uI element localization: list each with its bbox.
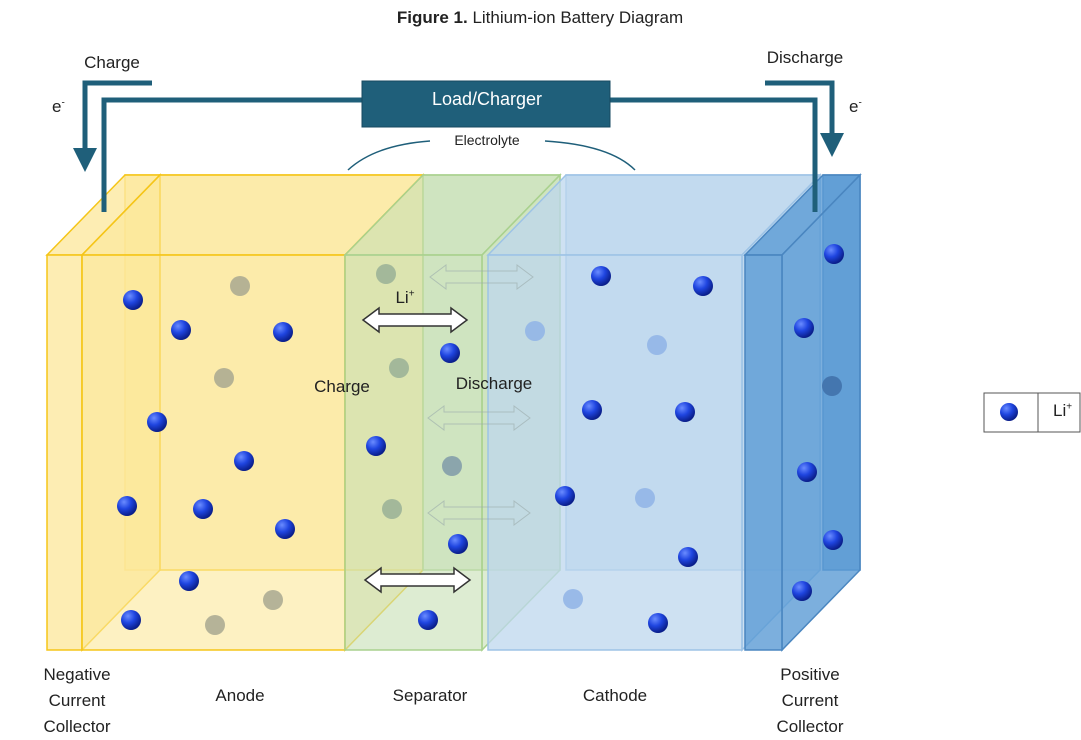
discharge-label: Discharge bbox=[767, 48, 844, 68]
lithium-ion bbox=[193, 499, 213, 519]
faded-ion bbox=[205, 615, 225, 635]
faded-ion bbox=[376, 264, 396, 284]
faded-ion bbox=[822, 376, 842, 396]
lithium-ion bbox=[648, 613, 668, 633]
lithium-ion bbox=[179, 571, 199, 591]
lithium-ion bbox=[824, 244, 844, 264]
diagram bbox=[0, 0, 1081, 740]
faded-ion bbox=[382, 499, 402, 519]
load-label: Load/Charger bbox=[432, 89, 542, 110]
lithium-ion bbox=[418, 610, 438, 630]
layer-label: Cathode bbox=[583, 683, 647, 709]
lithium-ion bbox=[582, 400, 602, 420]
page: Figure 1. Lithium-ion Battery Diagram Lo… bbox=[0, 0, 1081, 740]
electron-label: e- bbox=[849, 97, 862, 117]
electrolyte-label: Electrolyte bbox=[454, 132, 519, 148]
title-prefix: Figure 1. bbox=[397, 8, 468, 27]
faded-ion bbox=[263, 590, 283, 610]
faded-ion bbox=[214, 368, 234, 388]
title-text: Lithium-ion Battery Diagram bbox=[472, 8, 683, 27]
lithium-ion bbox=[117, 496, 137, 516]
lithium-ion bbox=[823, 530, 843, 550]
lithium-ion bbox=[121, 610, 141, 630]
lithium-ion bbox=[234, 451, 254, 471]
faded-ion bbox=[635, 488, 655, 508]
lithium-ion bbox=[792, 581, 812, 601]
lithium-ion bbox=[591, 266, 611, 286]
electrolyte-arc bbox=[348, 141, 430, 170]
layer-label: Positive Current Collector bbox=[765, 662, 855, 740]
title: Figure 1. Lithium-ion Battery Diagram bbox=[397, 8, 683, 28]
layer-front bbox=[488, 255, 742, 650]
lithium-ion bbox=[366, 436, 386, 456]
lithium-ion bbox=[273, 322, 293, 342]
electron-label: e- bbox=[52, 97, 65, 117]
lithium-ion bbox=[678, 547, 698, 567]
ion-base: Li bbox=[395, 288, 408, 307]
lithium-ion bbox=[171, 320, 191, 340]
legend-ion bbox=[1000, 403, 1018, 421]
charge-arrow bbox=[85, 83, 152, 150]
faded-ion bbox=[647, 335, 667, 355]
faded-ion bbox=[230, 276, 250, 296]
legend-sup: + bbox=[1066, 401, 1072, 412]
lithium-ion bbox=[275, 519, 295, 539]
layer-side bbox=[782, 175, 860, 650]
lithium-ion bbox=[794, 318, 814, 338]
charge-label: Charge bbox=[84, 53, 140, 73]
electron-sup: - bbox=[61, 97, 64, 108]
charge-direction: Charge bbox=[314, 377, 370, 397]
legend-label: Li+ bbox=[1053, 401, 1072, 421]
legend-base: Li bbox=[1053, 401, 1066, 420]
faded-ion bbox=[525, 321, 545, 341]
layer-front bbox=[82, 255, 345, 650]
ion-sup: + bbox=[409, 288, 415, 299]
electron-sup: - bbox=[858, 97, 861, 108]
faded-ion bbox=[442, 456, 462, 476]
discharge-direction: Discharge bbox=[456, 374, 533, 394]
lithium-ion bbox=[555, 486, 575, 506]
lithium-ion bbox=[440, 343, 460, 363]
lithium-ion bbox=[147, 412, 167, 432]
layer-label: Anode bbox=[215, 683, 264, 709]
layer-front bbox=[745, 255, 782, 650]
layer-label: Separator bbox=[393, 683, 468, 709]
lithium-ion bbox=[675, 402, 695, 422]
arrow-head bbox=[820, 133, 844, 157]
layer-front bbox=[47, 255, 82, 650]
discharge-arrow bbox=[765, 83, 832, 135]
lithium-ion bbox=[797, 462, 817, 482]
lithium-ion bbox=[693, 276, 713, 296]
lithium-ion bbox=[123, 290, 143, 310]
layer-label: Negative Current Collector bbox=[32, 662, 122, 740]
arrow-head bbox=[73, 148, 97, 172]
lithium-ion bbox=[448, 534, 468, 554]
electrolyte-arc bbox=[545, 141, 635, 170]
ion-label: Li+ bbox=[395, 288, 414, 308]
faded-ion bbox=[389, 358, 409, 378]
faded-ion bbox=[563, 589, 583, 609]
